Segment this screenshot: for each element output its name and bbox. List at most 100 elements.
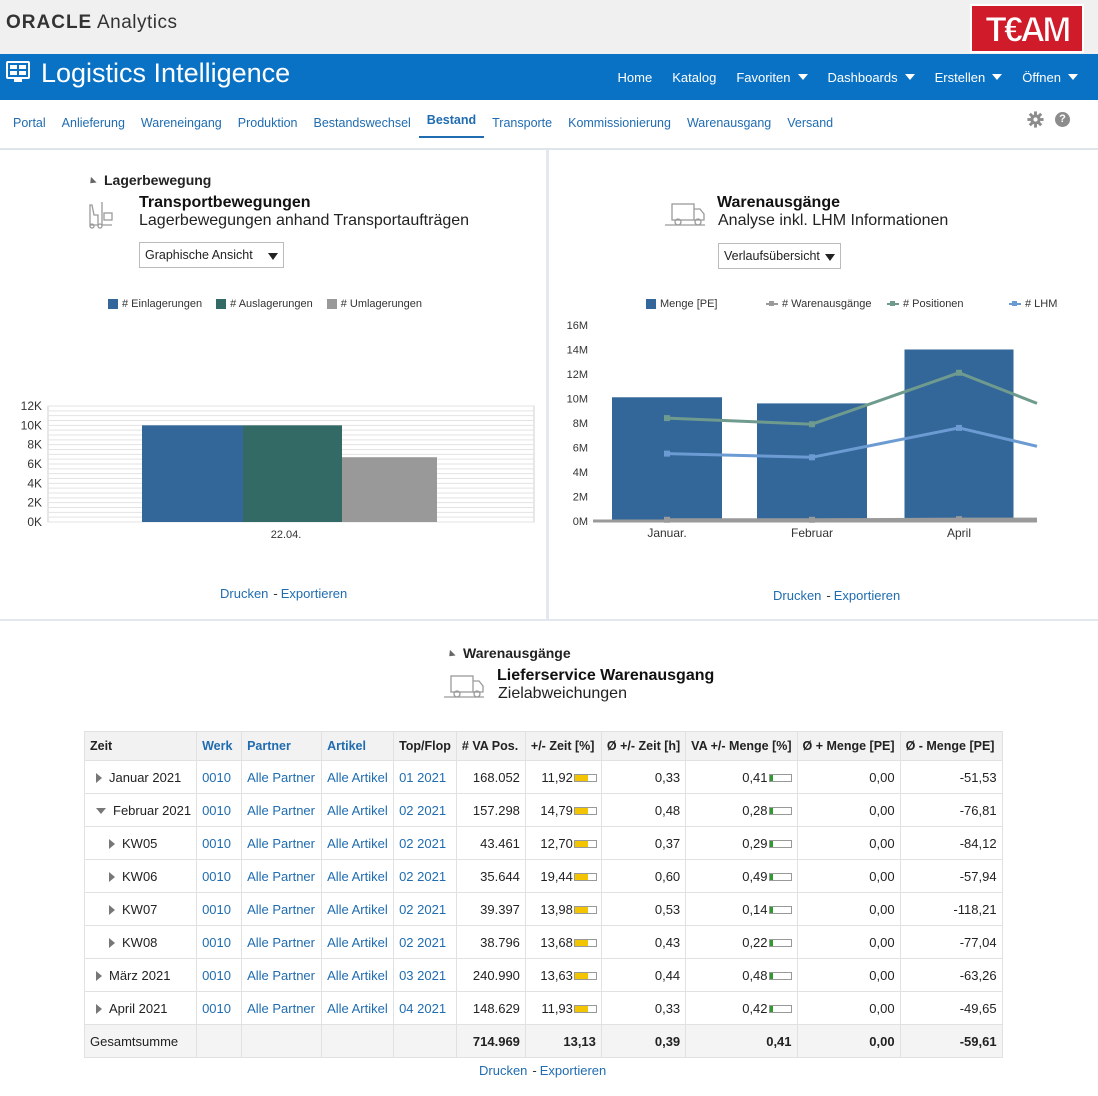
collapse-row-icon[interactable]: [96, 808, 106, 815]
bar-menge[interactable]: [757, 403, 867, 521]
line-series-1[interactable]: [667, 517, 1037, 522]
cell-werk[interactable]: 0010: [196, 760, 243, 794]
cell-topflop[interactable]: 02 2021: [393, 892, 457, 926]
tab-versand[interactable]: Versand: [787, 116, 834, 130]
topnav-katalog[interactable]: Katalog: [672, 70, 716, 85]
topnav-dashboards[interactable]: Dashboards: [828, 70, 915, 85]
column-header[interactable]: Werk: [196, 731, 243, 761]
expand-row-icon[interactable]: [96, 1004, 102, 1015]
x-tick-label: Februar: [791, 526, 833, 540]
column-header[interactable]: Artikel: [321, 731, 395, 761]
tab-bestand[interactable]: Bestand: [418, 113, 485, 138]
expand-row-icon[interactable]: [96, 773, 102, 784]
line-point[interactable]: [664, 516, 670, 523]
tab-bestandswechsel[interactable]: Bestandswechsel: [313, 116, 411, 130]
line-point[interactable]: [809, 516, 815, 523]
cell-topflop[interactable]: 02 2021: [393, 793, 457, 827]
bar-1[interactable]: [142, 425, 243, 522]
cell-werk[interactable]: 0010: [196, 991, 243, 1025]
line-point[interactable]: [809, 454, 815, 461]
cell-werk[interactable]: 0010: [196, 826, 243, 860]
cell-topflop[interactable]: 01 2021: [393, 760, 457, 794]
column-header[interactable]: Partner: [241, 731, 323, 761]
cell-artikel[interactable]: Alle Artikel: [321, 991, 395, 1025]
cell-werk[interactable]: 0010: [196, 793, 243, 827]
cell-werk[interactable]: 0010: [196, 859, 243, 893]
line-point[interactable]: [956, 424, 962, 431]
cell-partner[interactable]: Alle Partner: [241, 859, 323, 893]
help-icon[interactable]: ?: [1055, 112, 1070, 127]
cell-topflop[interactable]: 02 2021: [393, 859, 457, 893]
cell-partner[interactable]: Alle Partner: [241, 958, 323, 992]
topnav-erstellen[interactable]: Erstellen: [935, 70, 1003, 85]
cell-artikel[interactable]: Alle Artikel: [321, 958, 395, 992]
cell-zeit-h: 0,33: [600, 991, 687, 1025]
cell-partner[interactable]: Alle Partner: [241, 892, 323, 926]
line-series-3[interactable]: [666, 426, 1038, 459]
tab-anlieferung[interactable]: Anlieferung: [61, 116, 125, 130]
expand-row-icon[interactable]: [109, 839, 115, 850]
line-series-2[interactable]: [666, 371, 1038, 426]
cell-werk[interactable]: 0010: [196, 925, 243, 959]
tab-warenausgang[interactable]: Warenausgang: [686, 116, 772, 130]
print-link[interactable]: Drucken: [220, 586, 269, 601]
cell-zeit[interactable]: Januar 2021: [83, 760, 198, 794]
line-point[interactable]: [664, 415, 670, 422]
cell-artikel[interactable]: Alle Artikel: [321, 826, 395, 860]
topnav-home[interactable]: Home: [618, 70, 653, 85]
view-select[interactable]: Graphische Ansicht: [139, 242, 284, 268]
cell-zeit[interactable]: KW08: [83, 925, 198, 959]
y-tick-label: 8M: [573, 418, 588, 430]
section-lagerbewegung[interactable]: Lagerbewegung: [87, 172, 211, 188]
gear-icon[interactable]: [1027, 111, 1044, 128]
expand-row-icon[interactable]: [109, 905, 115, 916]
cell-artikel[interactable]: Alle Artikel: [321, 859, 395, 893]
cell-artikel[interactable]: Alle Artikel: [321, 760, 395, 794]
export-link[interactable]: Exportieren: [833, 588, 901, 603]
topnav-favoriten[interactable]: Favoriten: [736, 70, 808, 85]
cell-zeit[interactable]: KW07: [83, 892, 198, 926]
bar-2[interactable]: [243, 425, 342, 522]
cell-partner[interactable]: Alle Partner: [241, 826, 323, 860]
cell-werk[interactable]: 0010: [196, 892, 243, 926]
bar-3[interactable]: [342, 457, 437, 522]
expand-row-icon[interactable]: [109, 872, 115, 883]
cell-artikel[interactable]: Alle Artikel: [321, 892, 395, 926]
oracle-analytics-logo[interactable]: ORACLE Analytics: [6, 12, 178, 33]
cell-topflop[interactable]: 04 2021: [393, 991, 457, 1025]
tab-produktion[interactable]: Produktion: [237, 116, 298, 130]
tab-wareneingang[interactable]: Wareneingang: [140, 116, 222, 130]
line-point[interactable]: [664, 450, 670, 457]
cell-zeit[interactable]: KW05: [83, 826, 198, 860]
collapse-icon: [87, 176, 97, 186]
cell-artikel[interactable]: Alle Artikel: [321, 793, 395, 827]
expand-row-icon[interactable]: [109, 938, 115, 949]
cell-zeit[interactable]: Februar 2021: [83, 793, 198, 827]
cell-topflop[interactable]: 02 2021: [393, 925, 457, 959]
cell-zeit[interactable]: März 2021: [83, 958, 198, 992]
export-link[interactable]: Exportieren: [280, 586, 348, 601]
cell-artikel[interactable]: Alle Artikel: [321, 925, 395, 959]
export-link[interactable]: Exportieren: [539, 1063, 607, 1078]
section-warenausgaenge[interactable]: Warenausgänge: [446, 645, 571, 661]
line-point[interactable]: [956, 516, 962, 523]
line-point[interactable]: [809, 421, 815, 428]
cell-partner[interactable]: Alle Partner: [241, 925, 323, 959]
cell-partner[interactable]: Alle Partner: [241, 991, 323, 1025]
cell-zeit[interactable]: April 2021: [83, 991, 198, 1025]
tab-kommissionierung[interactable]: Kommissionierung: [568, 116, 671, 130]
expand-row-icon[interactable]: [96, 971, 102, 982]
cell-werk[interactable]: 0010: [196, 958, 243, 992]
cell-topflop[interactable]: 03 2021: [393, 958, 457, 992]
line-point[interactable]: [956, 369, 962, 376]
tab-portal[interactable]: Portal: [13, 116, 46, 130]
topnav-öffnen[interactable]: Öffnen: [1022, 70, 1078, 85]
tab-transporte[interactable]: Transporte: [492, 116, 553, 130]
cell-partner[interactable]: Alle Partner: [241, 793, 323, 827]
cell-partner[interactable]: Alle Partner: [241, 760, 323, 794]
view-select[interactable]: Verlaufsübersicht: [718, 243, 841, 269]
cell-topflop[interactable]: 02 2021: [393, 826, 457, 860]
cell-zeit[interactable]: KW06: [83, 859, 198, 893]
print-link[interactable]: Drucken: [479, 1063, 528, 1078]
print-link[interactable]: Drucken: [773, 588, 822, 603]
